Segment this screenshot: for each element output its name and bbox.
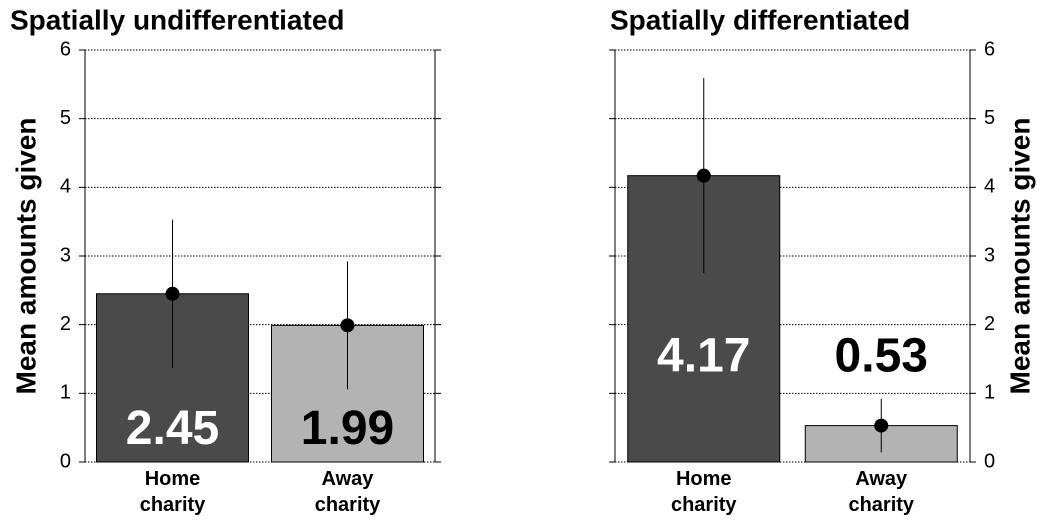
y-tick-label: 2 [984,313,995,335]
y-tick-label: 3 [984,244,995,266]
mean-dot [874,418,889,433]
y-tick-label: 1 [984,382,995,404]
mean-dot [340,318,355,333]
y-tick-label: 3 [60,244,71,266]
y-axis-label: Mean amounts given [10,118,41,395]
y-tick-label: 2 [60,313,71,335]
y-tick-label: 6 [984,38,995,60]
x-tick-label: Home charity [670,468,737,516]
y-tick-label: 5 [60,107,71,129]
mean-dot [165,286,180,301]
value-label: 2.45 [126,402,219,455]
y-tick-label: 4 [60,176,71,198]
chart-title: Spatially undifferentiated [10,4,345,35]
value-label: 0.53 [835,330,928,383]
x-tick-label: Home charity [139,468,206,516]
y-tick-label: 0 [984,450,995,472]
value-label: 1.99 [301,402,394,455]
value-label: 4.17 [657,330,750,383]
y-tick-label: 4 [984,176,995,198]
y-axis-label: Mean amounts given [1004,118,1035,395]
x-tick-label: Away charity [314,468,381,516]
x-tick-label: Away charity [848,468,915,516]
y-tick-label: 1 [60,382,71,404]
y-tick-label: 0 [60,450,71,472]
y-tick-label: 5 [984,107,995,129]
mean-dot [696,168,711,183]
y-tick-label: 6 [60,38,71,60]
chart-title: Spatially differentiated [610,4,910,35]
